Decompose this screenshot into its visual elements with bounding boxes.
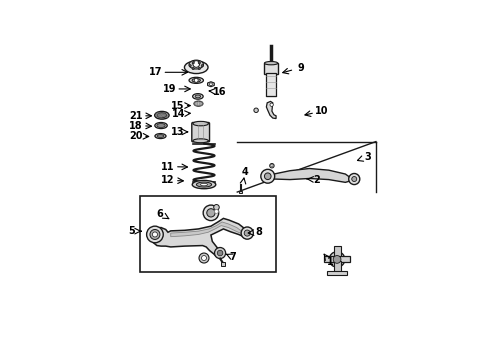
Ellipse shape (195, 95, 201, 98)
Circle shape (270, 103, 273, 107)
Ellipse shape (193, 139, 208, 143)
Text: 7: 7 (230, 252, 237, 262)
Circle shape (199, 253, 209, 263)
Circle shape (333, 256, 341, 263)
Text: 15: 15 (171, 100, 184, 111)
Ellipse shape (184, 61, 208, 73)
Circle shape (152, 232, 157, 237)
Circle shape (244, 230, 250, 236)
Ellipse shape (194, 101, 203, 106)
Circle shape (352, 176, 357, 181)
Circle shape (349, 174, 360, 185)
Circle shape (201, 64, 203, 67)
Circle shape (215, 210, 219, 213)
Text: 1: 1 (327, 257, 334, 267)
Circle shape (270, 163, 274, 168)
Bar (324, 256, 350, 262)
Text: 11: 11 (161, 162, 175, 172)
Ellipse shape (157, 113, 167, 118)
Circle shape (329, 252, 345, 267)
Text: 10: 10 (315, 106, 329, 116)
Circle shape (217, 250, 223, 256)
Text: 4: 4 (242, 167, 248, 177)
Ellipse shape (189, 60, 203, 69)
Circle shape (192, 67, 195, 69)
Ellipse shape (196, 182, 212, 187)
Circle shape (241, 227, 253, 239)
Bar (265, 63, 278, 74)
Bar (140, 195, 275, 272)
Ellipse shape (200, 183, 207, 186)
Text: 5: 5 (128, 226, 135, 236)
Bar (327, 271, 347, 275)
Circle shape (215, 247, 225, 258)
Text: 12: 12 (161, 175, 175, 185)
Circle shape (150, 229, 160, 239)
Polygon shape (274, 168, 349, 183)
Ellipse shape (265, 62, 278, 65)
Circle shape (195, 78, 198, 82)
Circle shape (203, 205, 219, 221)
Circle shape (261, 169, 275, 183)
FancyBboxPatch shape (192, 122, 210, 142)
Ellipse shape (193, 94, 203, 99)
Circle shape (201, 256, 206, 261)
Text: 17: 17 (149, 67, 162, 77)
Polygon shape (208, 82, 214, 87)
Circle shape (193, 61, 199, 67)
Text: 9: 9 (297, 63, 304, 73)
Bar (266, 73, 276, 96)
Polygon shape (171, 222, 242, 237)
Polygon shape (151, 219, 248, 257)
Text: 21: 21 (129, 111, 143, 121)
Text: 18: 18 (129, 121, 143, 131)
Ellipse shape (155, 122, 167, 129)
Ellipse shape (155, 111, 169, 119)
Ellipse shape (157, 135, 164, 138)
Ellipse shape (189, 77, 203, 84)
Circle shape (207, 209, 215, 217)
Ellipse shape (157, 123, 165, 127)
Ellipse shape (192, 180, 216, 189)
Circle shape (147, 226, 163, 243)
Text: 3: 3 (364, 152, 371, 162)
Circle shape (210, 83, 212, 86)
Ellipse shape (192, 78, 200, 82)
Circle shape (198, 67, 200, 69)
Text: 13: 13 (171, 127, 184, 137)
Ellipse shape (155, 134, 166, 139)
Circle shape (265, 173, 271, 180)
Circle shape (214, 204, 219, 210)
Circle shape (198, 62, 200, 64)
Ellipse shape (193, 121, 208, 126)
Text: 20: 20 (129, 131, 143, 141)
Text: 2: 2 (313, 175, 319, 185)
Bar (334, 246, 341, 256)
Circle shape (254, 108, 258, 112)
Polygon shape (267, 102, 276, 118)
Circle shape (189, 64, 191, 67)
Bar (239, 191, 242, 193)
Bar (334, 261, 341, 272)
Text: 16: 16 (213, 87, 226, 97)
Circle shape (271, 165, 273, 167)
Text: 19: 19 (163, 84, 176, 94)
Text: 6: 6 (157, 209, 164, 219)
Bar (221, 262, 225, 266)
Circle shape (192, 62, 195, 64)
Text: 14: 14 (172, 109, 186, 119)
Text: 8: 8 (255, 227, 262, 237)
